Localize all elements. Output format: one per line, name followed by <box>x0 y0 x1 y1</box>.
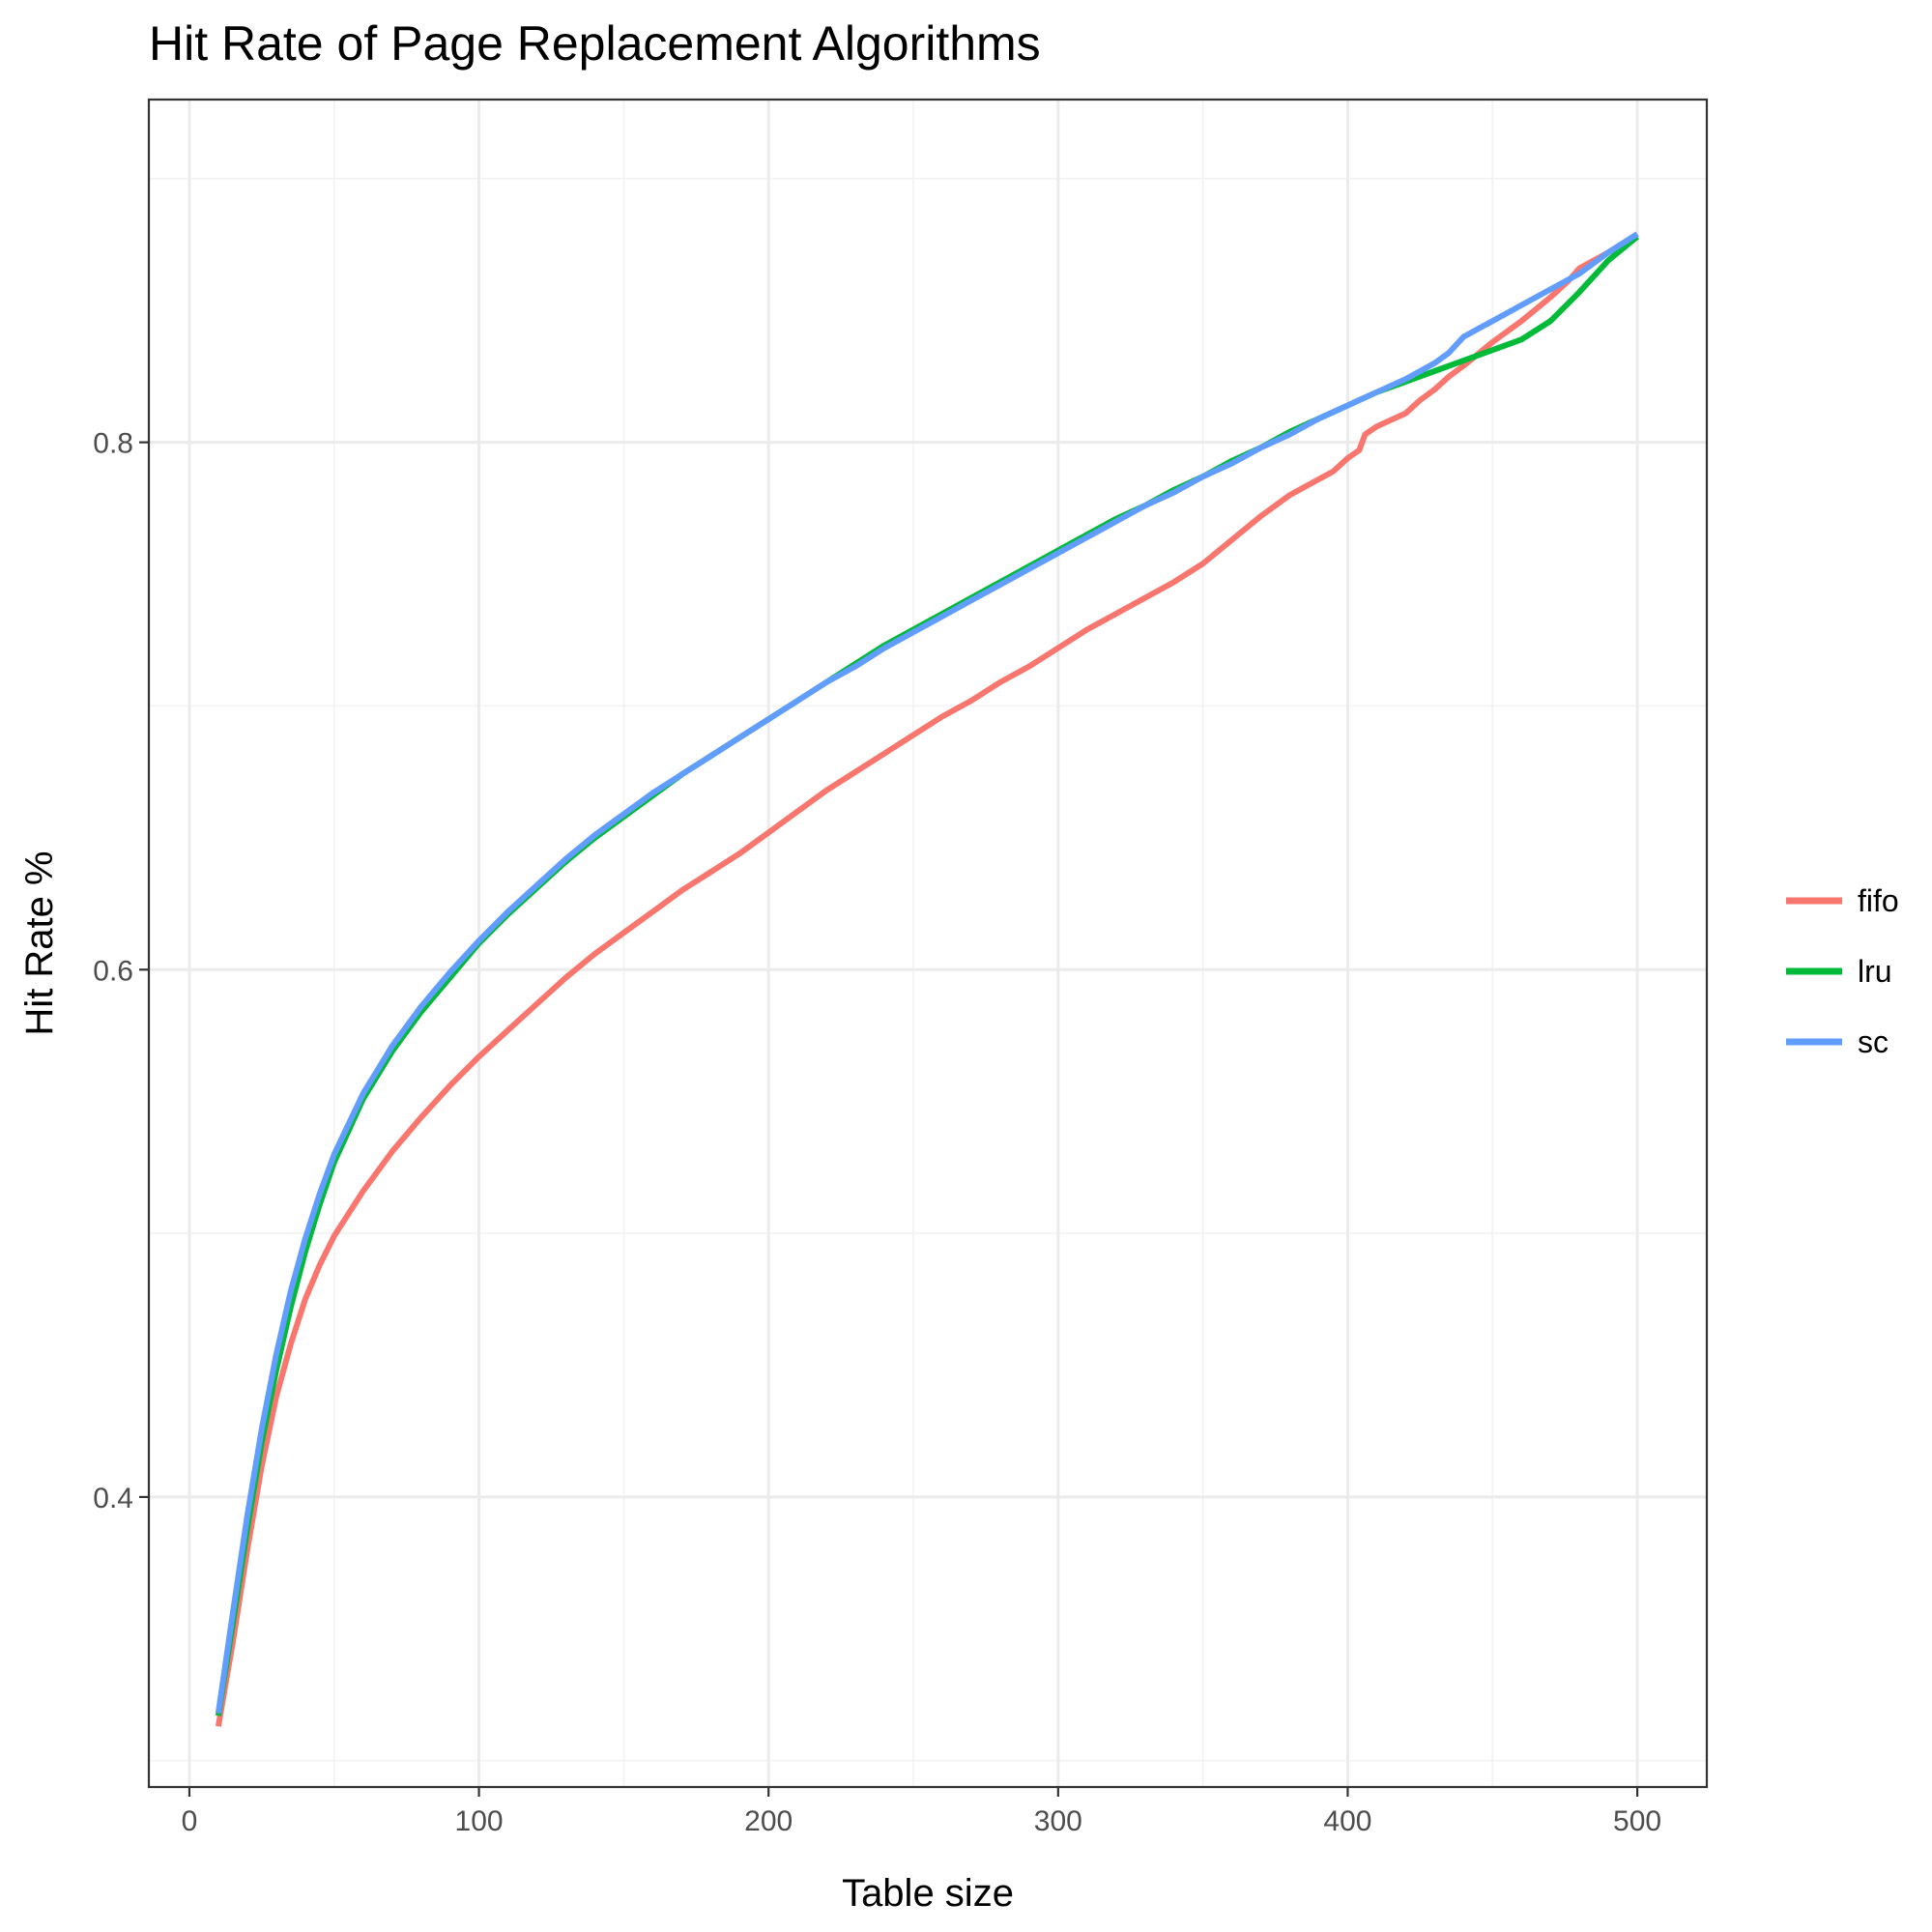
x-axis: 0 100 200 300 400 500 <box>182 1787 1661 1837</box>
x-tick-label: 0 <box>182 1805 198 1837</box>
x-tick-label: 100 <box>455 1805 504 1837</box>
y-axis: 0.4 0.6 0.8 <box>93 428 149 1514</box>
series-line-sc <box>215 231 1639 1715</box>
major-grid <box>149 100 1707 1787</box>
series-line-lru <box>215 234 1639 1716</box>
chart-title: Hit Rate of Page Replacement Algorithms <box>149 16 1041 71</box>
minor-grid <box>149 100 1707 1787</box>
x-axis-title: Table size <box>842 1872 1014 1915</box>
legend: fifo lru sc <box>1786 883 1899 1059</box>
legend-label-sc: sc <box>1858 1024 1889 1059</box>
legend-label-lru: lru <box>1858 954 1892 989</box>
y-tick-label: 0.8 <box>93 428 133 460</box>
series-line-fifo <box>215 231 1639 1727</box>
plot-panel-border <box>147 98 1709 1789</box>
x-tick-label: 500 <box>1613 1805 1661 1837</box>
series-layer <box>215 231 1639 1727</box>
x-tick-label: 200 <box>744 1805 793 1837</box>
x-tick-label: 400 <box>1323 1805 1371 1837</box>
legend-label-fifo: fifo <box>1858 883 1899 918</box>
y-tick-label: 0.6 <box>93 955 133 987</box>
x-tick-label: 300 <box>1034 1805 1082 1837</box>
y-tick-label: 0.4 <box>93 1483 133 1514</box>
y-axis-title: Hit Rate % <box>18 851 61 1035</box>
